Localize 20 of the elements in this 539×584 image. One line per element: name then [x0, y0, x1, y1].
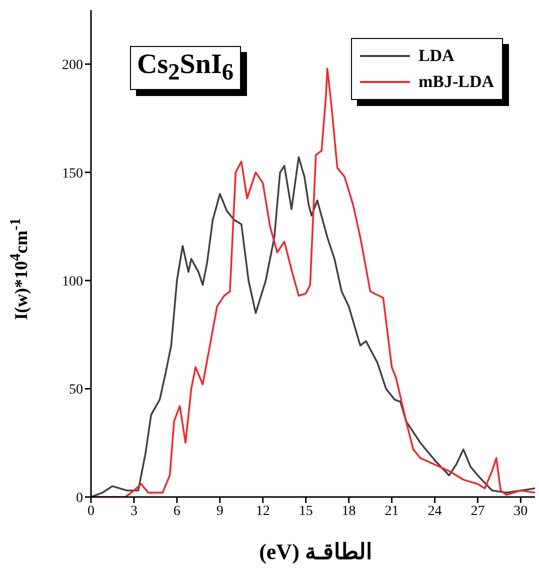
x-tick-label: 24 — [428, 504, 442, 519]
y-tick-label: 50 — [69, 382, 83, 398]
x-axis-title: الطاقـة (eV) — [259, 539, 372, 565]
y-tick-label: 0 — [76, 490, 83, 506]
x-tick-label: 3 — [130, 504, 138, 519]
y-tick-label: 150 — [62, 166, 83, 182]
y-tick-label: 100 — [62, 274, 83, 290]
x-tick-label: 6 — [173, 504, 180, 519]
x-tick-label: 0 — [88, 504, 94, 519]
x-tick-label: 15 — [298, 504, 313, 519]
x-tick-label: 30 — [514, 504, 528, 519]
y-tick-label: 200 — [62, 58, 83, 74]
x-tick-label: 9 — [216, 504, 224, 519]
text: Cs$_{2}$SnI$_{6}$ — [130, 46, 241, 90]
legend-label: LDA — [418, 45, 454, 67]
x-tick-label: 12 — [256, 504, 270, 519]
x-tick-label: 18 — [342, 504, 356, 519]
x-tick-label: 27 — [470, 504, 485, 519]
legend-label: mBJ-LDA — [418, 71, 494, 93]
x-tick-label: 21 — [384, 504, 399, 519]
